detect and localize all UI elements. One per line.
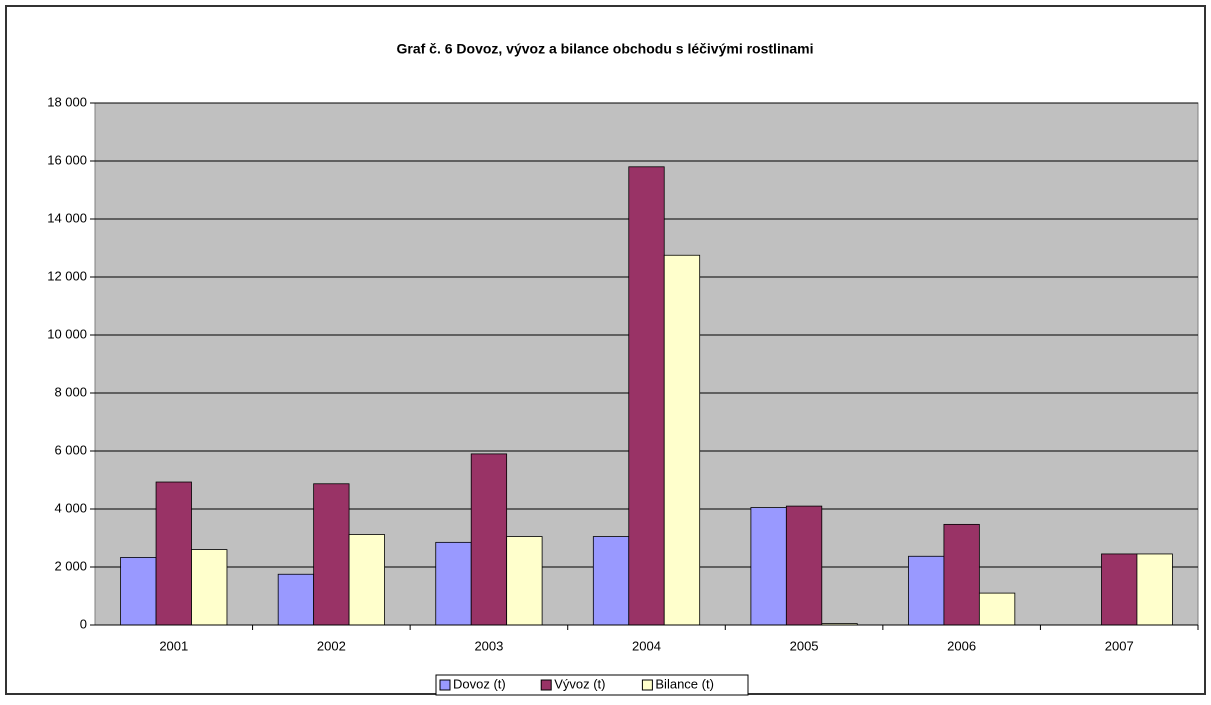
chart-title: Graf č. 6 Dovoz, vývoz a bilance obchodu… [396,41,813,57]
y-tick-label: 18 000 [47,94,87,109]
legend-label: Vývoz (t) [554,676,605,691]
y-tick-label: 12 000 [47,268,87,283]
x-tick-label: 2001 [159,638,188,653]
legend-box [435,674,749,696]
x-tick-label: 2003 [474,638,503,653]
legend-label: Bilance (t) [655,676,714,691]
y-tick-label: 14 000 [47,210,87,225]
y-tick-label: 6 000 [54,442,87,457]
bar [785,505,823,626]
bar [155,481,192,626]
y-tick-label: 8 000 [54,384,87,399]
bar [750,507,787,626]
bar [628,166,665,626]
bar [435,541,472,626]
x-tick-label: 2005 [790,638,819,653]
bar [313,483,350,626]
bar [943,523,980,626]
bar [191,549,228,626]
y-tick-label: 16 000 [47,152,87,167]
y-tick-label: 2 000 [54,558,87,573]
bar [908,555,945,626]
legend-swatch [540,679,552,691]
y-tick-label: 0 [80,616,87,631]
x-tick-label: 2002 [317,638,346,653]
y-tick-label: 10 000 [47,326,87,341]
bar [592,536,630,626]
bar [470,453,508,626]
bar [348,534,385,626]
legend-label: Dovoz (t) [453,676,506,691]
y-tick-label: 4 000 [54,500,87,515]
legend-swatch [439,679,451,691]
bar [663,254,701,626]
bar [1136,553,1173,626]
bar [978,592,1016,626]
x-tick-label: 2006 [947,638,976,653]
bar [506,536,543,626]
bar [1101,553,1138,626]
bar [277,573,315,626]
bar [120,557,157,626]
x-tick-label: 2007 [1105,638,1134,653]
x-tick-label: 2004 [632,638,661,653]
legend-swatch [641,679,653,691]
